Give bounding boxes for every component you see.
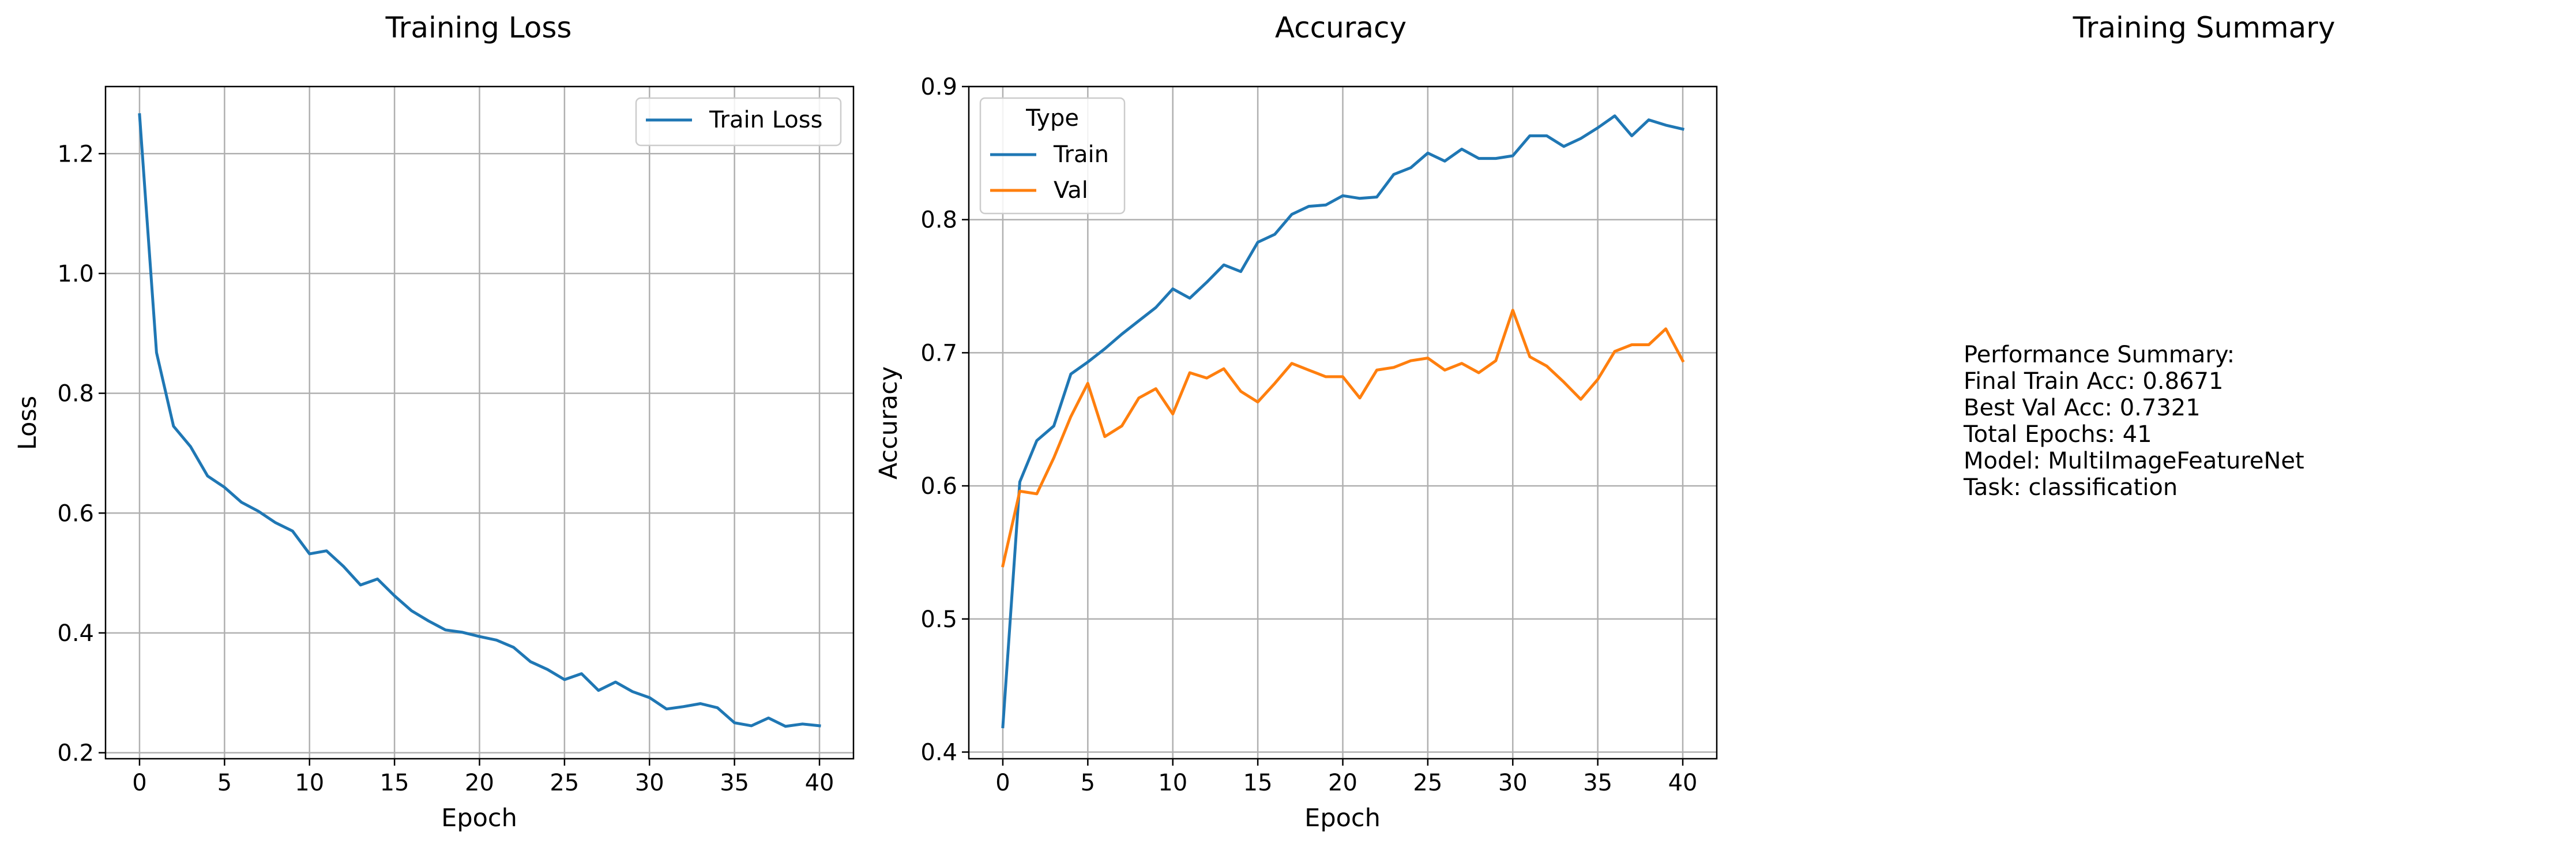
accuracy-x-tick-label: 30 <box>1498 770 1528 796</box>
loss-chart-title: Training Loss <box>385 11 572 44</box>
loss-y-tick-label: 0.8 <box>57 381 94 407</box>
accuracy-chart-title: Accuracy <box>1275 11 1407 44</box>
accuracy-y-axis-label: Accuracy <box>874 366 903 479</box>
accuracy-plot-frame <box>968 85 1718 760</box>
loss-y-axis-label: Loss <box>13 396 42 450</box>
loss-legend: Train Loss <box>635 97 842 147</box>
accuracy-series-line-val <box>1001 309 1685 568</box>
summary-line-task: Task: classification <box>1963 474 2178 501</box>
loss-series-line-train-loss <box>138 113 821 728</box>
accuracy-y-tick-label: 0.9 <box>920 74 957 100</box>
loss-y-tick-label: 0.4 <box>57 620 94 647</box>
accuracy-x-tick-label: 15 <box>1243 770 1273 796</box>
accuracy-y-tick-label: 0.4 <box>920 739 957 766</box>
accuracy-x-tick-label: 25 <box>1413 770 1442 796</box>
loss-x-axis-label: Epoch <box>441 804 517 833</box>
loss-x-tick-label: 40 <box>805 770 834 796</box>
accuracy-y-tick-label: 0.7 <box>920 340 957 366</box>
accuracy-legend-box <box>979 97 1126 215</box>
accuracy-y-tick-label: 0.5 <box>920 606 957 633</box>
accuracy-legend: Type Train Val <box>979 97 1126 215</box>
accuracy-x-tick-label: 35 <box>1583 770 1612 796</box>
accuracy-series-line-train <box>1001 114 1685 729</box>
accuracy-y-tick-label: 0.8 <box>920 207 957 234</box>
summary-title: Training Summary <box>2073 11 2336 44</box>
summary-line-total-epochs: Total Epochs: 41 <box>1963 421 2152 448</box>
loss-x-tick-label: 35 <box>720 770 749 796</box>
loss-y-tick-label: 1.2 <box>57 141 94 167</box>
accuracy-x-tick-label: 20 <box>1328 770 1357 796</box>
summary-line-performance: Performance Summary: <box>1964 342 2235 368</box>
accuracy-legend-label-val: Val <box>1054 177 1088 204</box>
accuracy-x-tick-label: 0 <box>995 770 1010 796</box>
accuracy-x-tick-label: 40 <box>1668 770 1698 796</box>
loss-y-tick-label: 0.6 <box>57 500 94 527</box>
loss-x-tick-label: 15 <box>380 770 409 796</box>
accuracy-x-tick-label: 10 <box>1158 770 1187 796</box>
summary-line-model: Model: MultiImageFeatureNet <box>1964 448 2304 474</box>
loss-x-tick-label: 10 <box>295 770 324 796</box>
loss-plot-frame <box>104 85 855 760</box>
accuracy-x-axis-label: Epoch <box>1304 804 1381 833</box>
summary-line-best-val-acc: Best Val Acc: 0.7321 <box>1964 395 2201 421</box>
loss-legend-box <box>635 97 842 147</box>
summary-line-final-train-acc: Final Train Acc: 0.8671 <box>1964 368 2223 395</box>
loss-y-tick-label: 0.2 <box>57 740 94 767</box>
loss-x-tick-label: 5 <box>217 770 232 796</box>
accuracy-legend-label-train: Train <box>1053 141 1109 168</box>
accuracy-legend-title: Type <box>1025 105 1079 132</box>
accuracy-y-tick-label: 0.6 <box>920 473 957 500</box>
loss-x-tick-label: 0 <box>132 770 146 796</box>
accuracy-x-tick-label: 5 <box>1081 770 1095 796</box>
accuracy-chart: Accuracy 0 5 10 15 20 25 30 35 40 0.4 0.5 0.6 0.7 0.8… <box>874 11 1718 833</box>
loss-y-tick-label: 1.0 <box>57 261 94 287</box>
loss-x-tick-label: 20 <box>465 770 494 796</box>
training-summary-panel: Training Summary Performance Summary: Fi… <box>1963 11 2335 501</box>
loss-x-tick-label: 30 <box>635 770 664 796</box>
loss-x-tick-label: 25 <box>550 770 579 796</box>
loss-legend-label-train-loss: Train Loss <box>709 107 822 133</box>
loss-chart: Training Loss 0 5 10 15 20 25 30 35 40 0.2 0.4 0.6 0… <box>13 11 855 833</box>
